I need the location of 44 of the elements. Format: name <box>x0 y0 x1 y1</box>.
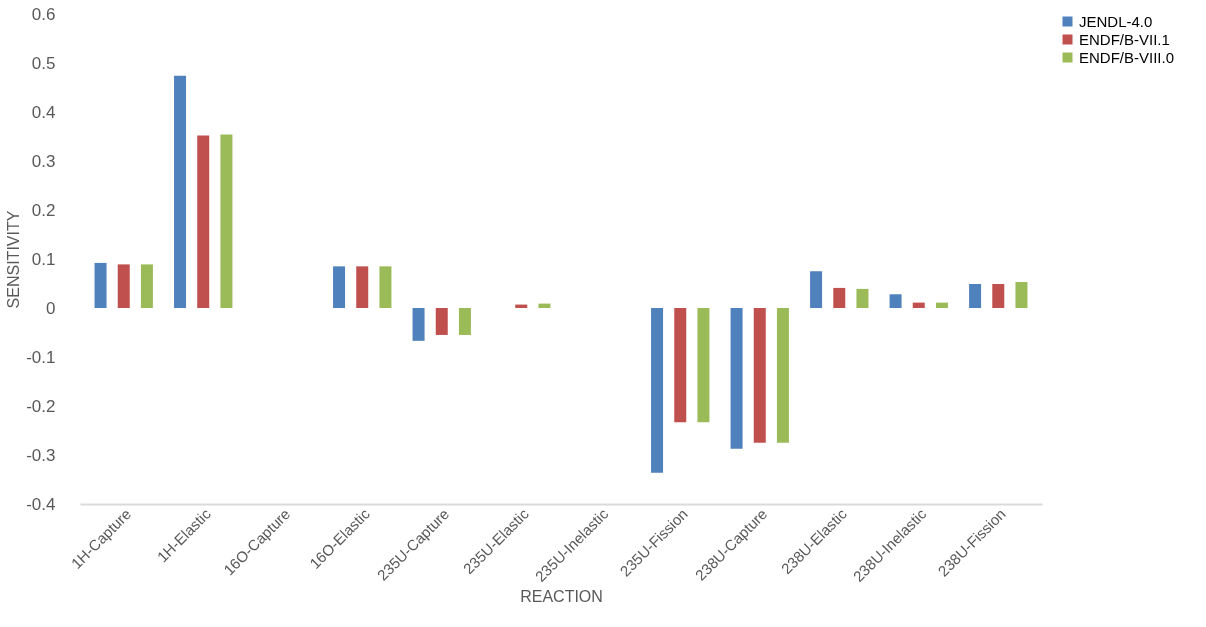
bar <box>697 308 710 423</box>
y-tick-label: 0.4 <box>31 102 56 122</box>
y-tick-label: 0.1 <box>31 249 56 269</box>
y-tick-label: -0.1 <box>26 347 56 367</box>
bar <box>912 302 925 308</box>
bar <box>333 266 346 308</box>
y-tick-label: 0.2 <box>31 200 56 220</box>
bar <box>856 288 869 308</box>
bar <box>538 303 551 308</box>
bar <box>674 308 687 423</box>
legend-label: ENDF/B-VIII.0 <box>1079 48 1175 66</box>
bar <box>197 135 210 308</box>
y-axis-title: SENSITIVITY <box>5 210 23 309</box>
bar <box>220 134 233 308</box>
x-axis-title: REACTION <box>520 587 603 605</box>
legend-label: JENDL-4.0 <box>1079 12 1153 30</box>
bar <box>810 271 823 308</box>
y-tick-label: -0.3 <box>26 445 56 465</box>
y-tick-label: 0.5 <box>31 53 56 73</box>
bar <box>379 266 392 308</box>
bar <box>651 308 664 473</box>
bar <box>412 308 425 341</box>
bar <box>753 308 766 443</box>
y-tick-label: 0.6 <box>31 4 56 24</box>
bar <box>935 302 948 308</box>
y-tick-label: 0.3 <box>31 151 56 171</box>
bar <box>458 308 471 335</box>
bar <box>140 264 153 308</box>
bar <box>94 262 107 308</box>
bar <box>889 294 902 308</box>
bar <box>435 308 448 335</box>
bar <box>969 283 982 308</box>
bar <box>356 266 369 308</box>
y-tick-label: 0 <box>46 298 56 318</box>
y-tick-label: -0.2 <box>26 396 56 416</box>
bar <box>833 287 846 308</box>
bar <box>174 75 187 308</box>
bar <box>1015 282 1028 308</box>
legend-label: ENDF/B-VII.1 <box>1079 30 1170 48</box>
bar <box>992 283 1005 308</box>
bar <box>730 308 743 449</box>
y-tick-label: -0.4 <box>26 494 56 514</box>
bar <box>776 308 789 443</box>
bar <box>117 264 130 308</box>
